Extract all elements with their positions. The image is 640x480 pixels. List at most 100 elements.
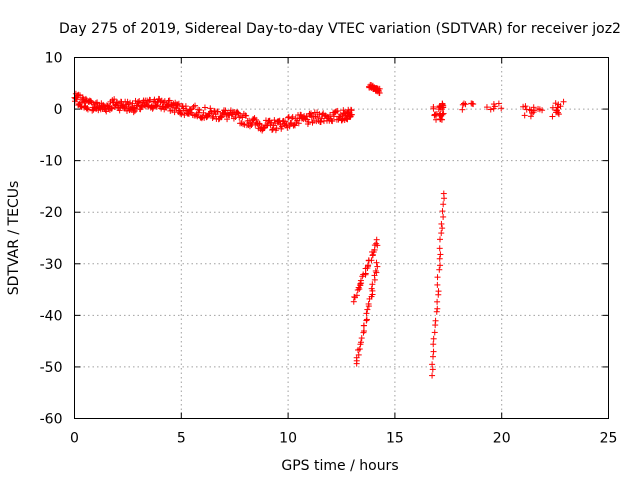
data-point — [94, 99, 101, 106]
data-point — [462, 101, 469, 108]
data-point — [317, 119, 324, 126]
data-point — [369, 251, 376, 258]
data-point — [555, 101, 562, 108]
data-point — [470, 101, 477, 108]
y-tick-label: -40 — [40, 308, 63, 324]
data-point — [303, 113, 310, 120]
data-point — [535, 105, 542, 112]
data-point — [363, 317, 370, 324]
data-point — [438, 220, 445, 227]
data-point — [436, 266, 443, 273]
data-point — [89, 107, 96, 114]
y-tick-label: -50 — [40, 360, 63, 376]
data-point — [178, 111, 185, 118]
x-axis-label: GPS time / hours — [281, 458, 398, 474]
data-points — [71, 81, 567, 379]
data-point — [353, 292, 360, 299]
data-point — [434, 298, 441, 305]
data-point — [185, 110, 192, 117]
data-point — [157, 99, 164, 106]
y-tick-label: -10 — [40, 154, 63, 170]
data-point — [287, 119, 294, 126]
data-point — [316, 111, 323, 118]
data-point — [357, 277, 364, 284]
data-point — [358, 335, 365, 342]
data-point — [459, 106, 466, 113]
data-point — [434, 281, 441, 288]
data-point — [365, 300, 372, 307]
data-point — [365, 262, 372, 269]
data-point — [298, 111, 305, 118]
y-tick-label: -30 — [40, 257, 63, 273]
data-point — [552, 100, 559, 107]
data-point — [361, 322, 368, 329]
y-tick-label: 10 — [45, 51, 63, 67]
data-point — [288, 115, 295, 122]
data-point — [327, 111, 334, 118]
data-point — [134, 102, 141, 109]
data-point — [166, 97, 173, 104]
data-point — [498, 105, 505, 112]
data-point — [521, 112, 528, 119]
data-point — [430, 348, 437, 355]
data-point — [357, 339, 364, 346]
data-point — [174, 102, 181, 109]
data-point — [439, 111, 446, 118]
data-point — [440, 190, 447, 197]
data-point — [429, 361, 436, 368]
x-tick-label: 0 — [70, 431, 79, 447]
data-point — [529, 110, 536, 117]
data-point — [374, 263, 381, 270]
data-point — [440, 213, 447, 220]
data-point — [305, 118, 312, 125]
x-tick-label: 20 — [493, 431, 511, 447]
data-point — [539, 107, 546, 114]
data-point — [108, 105, 115, 112]
data-point — [240, 121, 247, 128]
data-point — [438, 230, 445, 237]
data-point — [209, 115, 216, 122]
data-point — [376, 90, 383, 97]
data-point — [201, 104, 208, 111]
data-point — [307, 110, 314, 117]
data-point — [364, 306, 371, 313]
y-tick-label: -20 — [40, 205, 63, 221]
data-point — [194, 113, 201, 120]
data-point — [182, 103, 189, 110]
data-point — [243, 112, 250, 119]
data-point — [192, 102, 199, 109]
data-point — [431, 329, 438, 336]
data-point — [278, 123, 285, 130]
data-point — [82, 95, 89, 102]
data-point — [181, 112, 188, 119]
data-point — [549, 113, 556, 120]
data-point — [437, 251, 444, 258]
data-point — [429, 353, 436, 360]
data-point — [75, 91, 82, 98]
data-point — [253, 116, 260, 123]
data-point — [434, 274, 441, 281]
data-point — [440, 201, 447, 208]
x-tick-label: 25 — [600, 431, 618, 447]
grid — [74, 57, 609, 419]
data-point — [214, 108, 221, 115]
data-point — [218, 113, 225, 120]
data-point — [151, 96, 158, 103]
data-point — [289, 113, 296, 120]
data-point — [363, 310, 370, 317]
data-point — [430, 341, 437, 348]
data-point — [432, 317, 439, 324]
data-point — [348, 111, 355, 118]
data-point — [273, 125, 280, 132]
data-point — [369, 281, 376, 288]
data-point — [459, 101, 466, 108]
data-point — [207, 105, 214, 112]
data-point — [436, 255, 443, 262]
data-point — [434, 305, 441, 312]
data-point — [436, 245, 443, 252]
data-point — [357, 280, 364, 287]
data-point — [460, 100, 467, 107]
data-point — [269, 126, 276, 133]
data-point — [433, 116, 440, 123]
data-point — [437, 236, 444, 243]
